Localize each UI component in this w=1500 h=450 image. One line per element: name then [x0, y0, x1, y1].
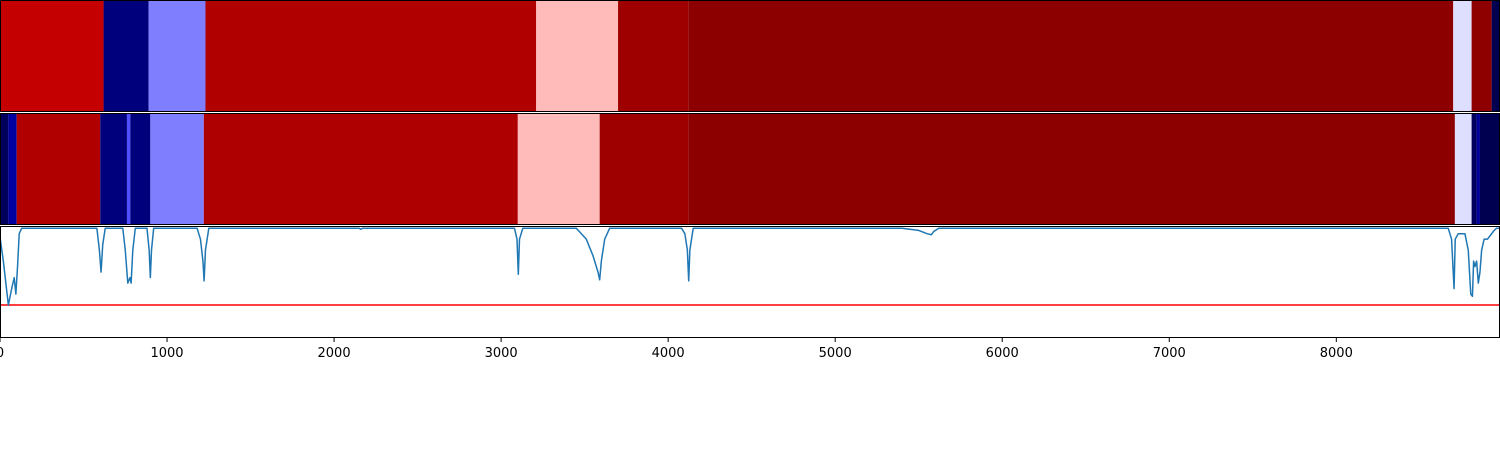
bottom-track-segment-6 — [150, 113, 204, 225]
bottom-track-segment-12 — [1471, 113, 1477, 225]
x-tick-label-6: 6000 — [986, 346, 1019, 361]
bottom-track-segment-10 — [688, 113, 1455, 225]
top-track-segment-8 — [1471, 0, 1492, 112]
x-tick-label-5: 5000 — [819, 346, 852, 361]
bottom-track-segment-13 — [1476, 113, 1480, 225]
x-tick-label-3: 3000 — [485, 346, 518, 361]
x-axis: 0 1000 2000 3000 4000 5000 6000 7000 8000 — [0, 338, 1353, 361]
line-panel — [0, 226, 1500, 338]
bottom-track-segment-2 — [16, 113, 101, 225]
x-tick-label-4: 4000 — [652, 346, 685, 361]
bottom-track-segment-0 — [0, 113, 9, 225]
bottom-track-segment-1 — [8, 113, 17, 225]
top-track-segment-1 — [103, 0, 149, 112]
bottom-track-segment-3 — [100, 113, 127, 225]
top-track-segment-2 — [148, 0, 206, 112]
bottom-track-segment-11 — [1454, 113, 1472, 225]
top-track-segment-5 — [618, 0, 689, 112]
heatmap-track-bottom — [0, 113, 1500, 225]
top-track-segment-4 — [536, 0, 619, 112]
series-line — [0, 227, 1500, 306]
heatmap-track-top — [0, 0, 1500, 112]
top-track-segment-0 — [0, 0, 104, 112]
top-track-segment-3 — [205, 0, 537, 112]
top-track-segment-9 — [1491, 0, 1500, 112]
x-tick-label-2: 2000 — [318, 346, 351, 361]
bottom-track-segment-14 — [1479, 113, 1500, 225]
top-track-segment-6 — [688, 0, 1454, 112]
x-tick-label-8: 8000 — [1320, 346, 1353, 361]
bottom-track-segment-5 — [130, 113, 151, 225]
top-track-segment-7 — [1453, 0, 1472, 112]
x-tick-label-1: 1000 — [150, 346, 183, 361]
bottom-track-segment-4 — [126, 113, 131, 225]
x-tick-label-7: 7000 — [1153, 346, 1186, 361]
x-tick-label-0: 0 — [0, 346, 4, 361]
line-panel-background — [0, 226, 1500, 338]
bottom-track-segment-9 — [599, 113, 689, 225]
bottom-track-segment-8 — [517, 113, 600, 225]
bottom-track-segment-7 — [203, 113, 518, 225]
